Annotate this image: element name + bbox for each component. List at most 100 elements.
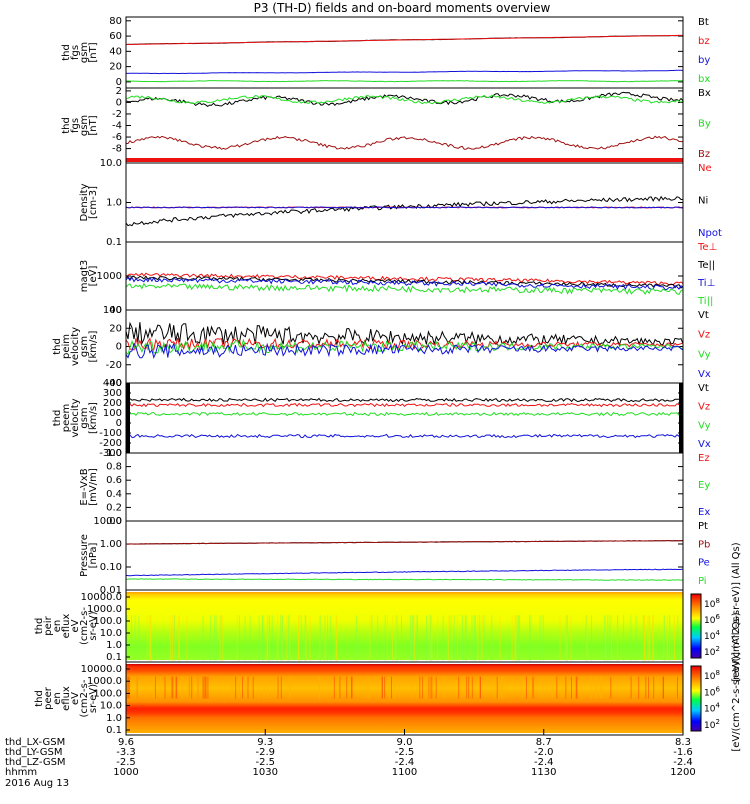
panel-10: thdpeerenefluxeV(cm2-s-sr-eV) 10000.01000… [34, 661, 684, 736]
spectrogram-streak [499, 615, 501, 661]
spectrogram-streak [521, 676, 523, 699]
panel-6: thdpeemvelocitygsm[km/s] 4003002001000-10… [52, 378, 711, 459]
spectrogram-streak [635, 615, 637, 661]
series-ni-line [125, 195, 684, 227]
spectrogram-streak [447, 615, 449, 661]
spectrogram-streak [363, 676, 365, 699]
spectrogram-streak [411, 676, 413, 699]
spectrogram-streak [401, 615, 402, 661]
spectrogram-streak [632, 676, 634, 699]
spectrogram-streak [424, 676, 426, 699]
spectrogram-streak [630, 615, 632, 661]
spectrogram-streak [391, 676, 392, 699]
panel-7: E=-VxB[mV/m] 1.0 0.8 0.6 0.4 0.2 0.0 Ez Ey Ex [79, 448, 710, 527]
ytick-label: 0.0 [106, 516, 122, 527]
xaxis-value: 8.3 [675, 737, 691, 748]
spectrogram-streak [288, 615, 290, 661]
spectrogram-streak [309, 615, 311, 661]
ylabel-line: en [52, 620, 63, 633]
spectrogram-streak [529, 615, 530, 661]
legend-label: Te|| [697, 260, 715, 271]
spectrogram-streak [429, 615, 431, 661]
colorbar-tick-base: 10 [704, 632, 716, 642]
spectrogram-streak [604, 615, 606, 661]
spectrogram-streak [465, 615, 467, 661]
panel-ylabel: Density[cm-3] [79, 183, 99, 221]
spectrogram-streak [644, 615, 646, 661]
xaxis-value: 1200 [670, 767, 695, 778]
spectrogram-streak [258, 676, 259, 699]
legend-label: Te⊥ [697, 242, 717, 253]
spectrogram-streak [280, 676, 282, 699]
spectrogram-streak [371, 615, 373, 661]
spectrogram-streak [498, 676, 500, 699]
ytick-label: 0.6 [106, 475, 122, 486]
xaxis-value: 1130 [531, 767, 556, 778]
ytick-label: 80 [109, 16, 122, 27]
series-vz-line [125, 402, 684, 408]
series-vt-line [125, 321, 684, 347]
spectrogram-streak [585, 615, 587, 661]
colorbar-tick: 104 [704, 702, 720, 715]
panel-ylabel: thdpeerenefluxeV(cm2-s-sr-eV) [34, 679, 99, 717]
series-vt-line [125, 397, 684, 403]
series-bx-line [125, 91, 684, 108]
spectrogram-streak [551, 676, 553, 699]
ylabel-line: [nPa] [88, 542, 99, 568]
ylabel-line: [nT] [88, 42, 99, 62]
spectrogram-streak [463, 676, 465, 699]
panel-3: Density[cm-3] 10.0 1.0 0.1 Ne Ni Npot [79, 158, 722, 248]
spectrogram-streak [393, 676, 395, 699]
ylabel-line: fgs [70, 118, 81, 133]
spectrogram-streak [160, 676, 161, 699]
spectrogram-streak [663, 615, 665, 661]
ytick-label: 2 [116, 86, 122, 97]
spectrogram-streak [416, 676, 418, 699]
spectrogram-streak [565, 676, 567, 699]
spectrogram-streak [572, 676, 574, 699]
spectrogram-streak [602, 676, 604, 699]
legend-label: Vx [698, 439, 711, 450]
spectrogram-streak [461, 615, 463, 661]
ylabel-line: [km/s] [88, 330, 99, 362]
ylabel-line: sr-eV) [88, 611, 99, 640]
spectrogram-streak [413, 615, 415, 661]
spectrogram-streak [674, 615, 675, 661]
spectrogram-streak [600, 676, 602, 699]
legend-label: Ne [698, 163, 712, 174]
spectrogram-streak [594, 676, 596, 699]
spectrogram-streak [273, 676, 275, 699]
spectrogram-streak [134, 615, 136, 661]
spectrogram-streak [666, 615, 668, 661]
ytick-label: -4 [112, 121, 122, 132]
legend-label: Bx [698, 88, 711, 99]
series-pb-line [125, 539, 684, 545]
spectrogram-streak [351, 676, 353, 699]
spectrogram-streak [677, 615, 679, 661]
spectrogram-streak [366, 676, 368, 699]
spectrogram-streak [338, 676, 340, 699]
spectrogram-streak [252, 676, 254, 699]
panel-edge-bar [679, 383, 683, 453]
colorbar-tick-base: 10 [704, 600, 716, 610]
spectrogram-streak [542, 615, 544, 661]
ylabel-line: magt3 [79, 260, 90, 293]
panel-ylabel: thdfgsgsm[nT] [61, 115, 99, 136]
spectrogram-streak [339, 676, 341, 699]
panel-ylabel: thdfgsgsm[nT] [61, 42, 99, 63]
spectrogram-streak [389, 676, 391, 699]
ylabel-line: [eV] [88, 266, 99, 287]
xaxis-value: -2.9 [255, 747, 275, 758]
spectrogram-streak [516, 615, 518, 661]
spectrogram-streak [395, 615, 397, 661]
spectrogram-streak [437, 615, 439, 661]
spectrogram-streak [664, 615, 665, 661]
spectrogram-streak [355, 615, 357, 661]
spectrogram-streak [367, 676, 369, 699]
ytick-label: 10000.0 [81, 664, 122, 675]
ylabel-line: Pressure [79, 534, 90, 577]
spectrogram-streak [126, 676, 128, 699]
series-npot-line [125, 206, 683, 209]
